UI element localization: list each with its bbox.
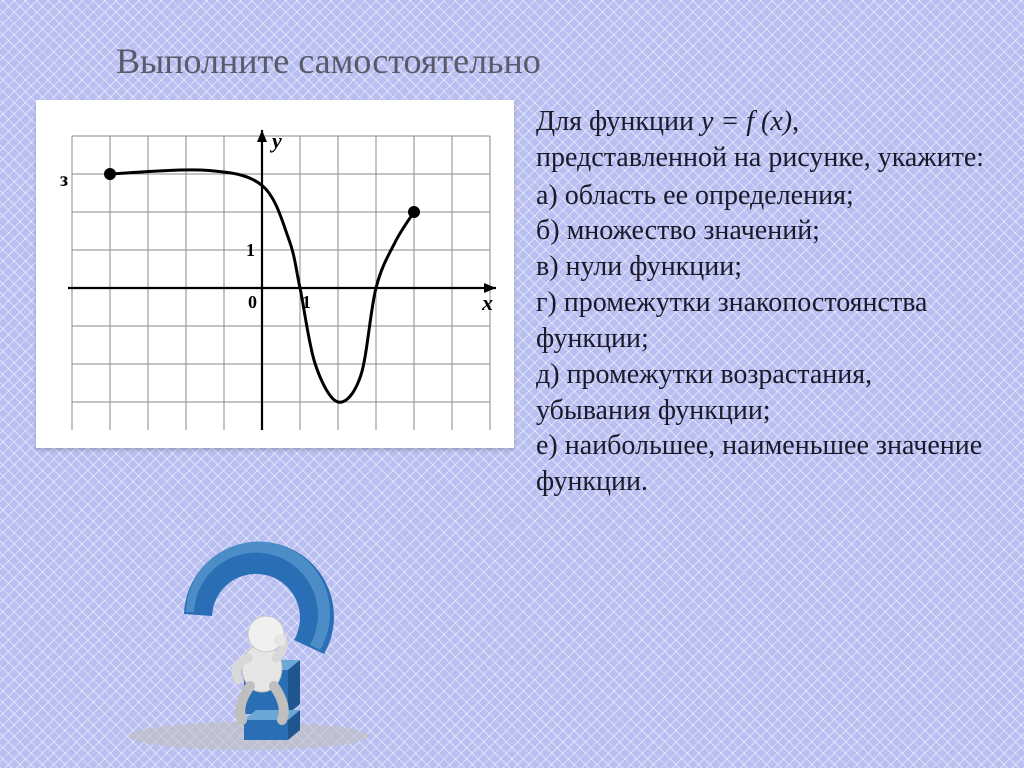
task-item: г) промежутки знакопостоянства функции;: [536, 285, 988, 357]
task-item: д) промежутки возрастания, убывания функ…: [536, 357, 988, 429]
slide: Выполните самостоятельно з yx 011: [0, 0, 1024, 768]
svg-text:з: з: [60, 169, 68, 191]
task-text: Для функции y = f (x), представленной на…: [536, 100, 988, 500]
svg-text:x: x: [481, 290, 493, 315]
slide-title: Выполните самостоятельно: [116, 40, 988, 82]
graph-card: з yx 011: [36, 100, 514, 448]
intro-function: y = f (x): [701, 106, 792, 137]
left-column: з yx 011: [36, 100, 514, 500]
intro-prefix: Для функции: [536, 106, 701, 137]
task-intro: Для функции y = f (x), представленной на…: [536, 104, 988, 176]
content-row: з yx 011 Для функции y = f (x), представ…: [36, 100, 988, 500]
function-graph: з yx 011: [54, 118, 496, 430]
task-item: е) наибольшее, наименьшее значение функц…: [536, 428, 988, 500]
svg-text:1: 1: [246, 240, 255, 260]
task-item: а) область ее определения;: [536, 178, 988, 214]
question-mark-figure: [94, 494, 404, 754]
svg-text:y: y: [269, 128, 282, 153]
svg-text:0: 0: [248, 292, 257, 312]
task-item: б) множество значений;: [536, 213, 988, 249]
task-item: в) нули функции;: [536, 249, 988, 285]
